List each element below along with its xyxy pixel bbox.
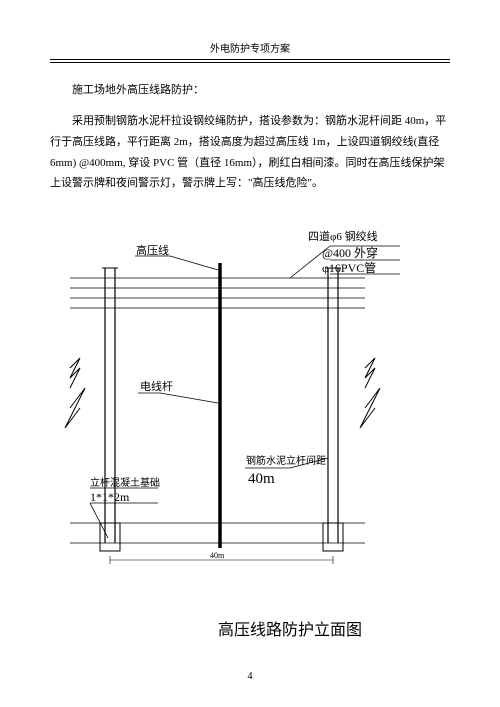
header-title: 外电防护专项方案 — [210, 44, 290, 55]
label-pole: 电线杆 — [140, 379, 173, 393]
label-bottom-dim: 40m — [210, 551, 225, 560]
label-spacing: 钢筋水泥立杆间距 — [246, 454, 326, 467]
label-high-voltage: 高压线 — [136, 243, 169, 257]
header-rule — [50, 62, 450, 63]
label-wire3: φ16PVC管 — [322, 260, 376, 275]
page-number: 4 — [0, 671, 500, 682]
label-wire1: 四道φ6 钢绞线 — [308, 229, 378, 243]
label-foundation: 立杆混凝土基础 — [90, 476, 160, 489]
label-spacing-val: 40m — [248, 471, 275, 487]
label-wire2: @400 外穿 — [322, 245, 378, 260]
elevation-diagram: 高压线 四道φ6 钢绞线 @400 外穿 φ16PVC管 电线杆 钢筋水泥立杆间… — [50, 208, 450, 608]
page-header: 外电防护专项方案 — [50, 40, 450, 60]
diagram-caption: 高压线路防护立面图 — [50, 616, 450, 640]
section-subtitle: 施工场地外高压线路防护： — [50, 81, 450, 101]
label-foundation-val: 1*1*2m — [90, 490, 130, 504]
body-paragraph: 采用预制钢筋水泥杆拉设钢绞绳防护，搭设参数为：钢筋水泥杆间距 40m，平行于高压… — [50, 111, 450, 195]
